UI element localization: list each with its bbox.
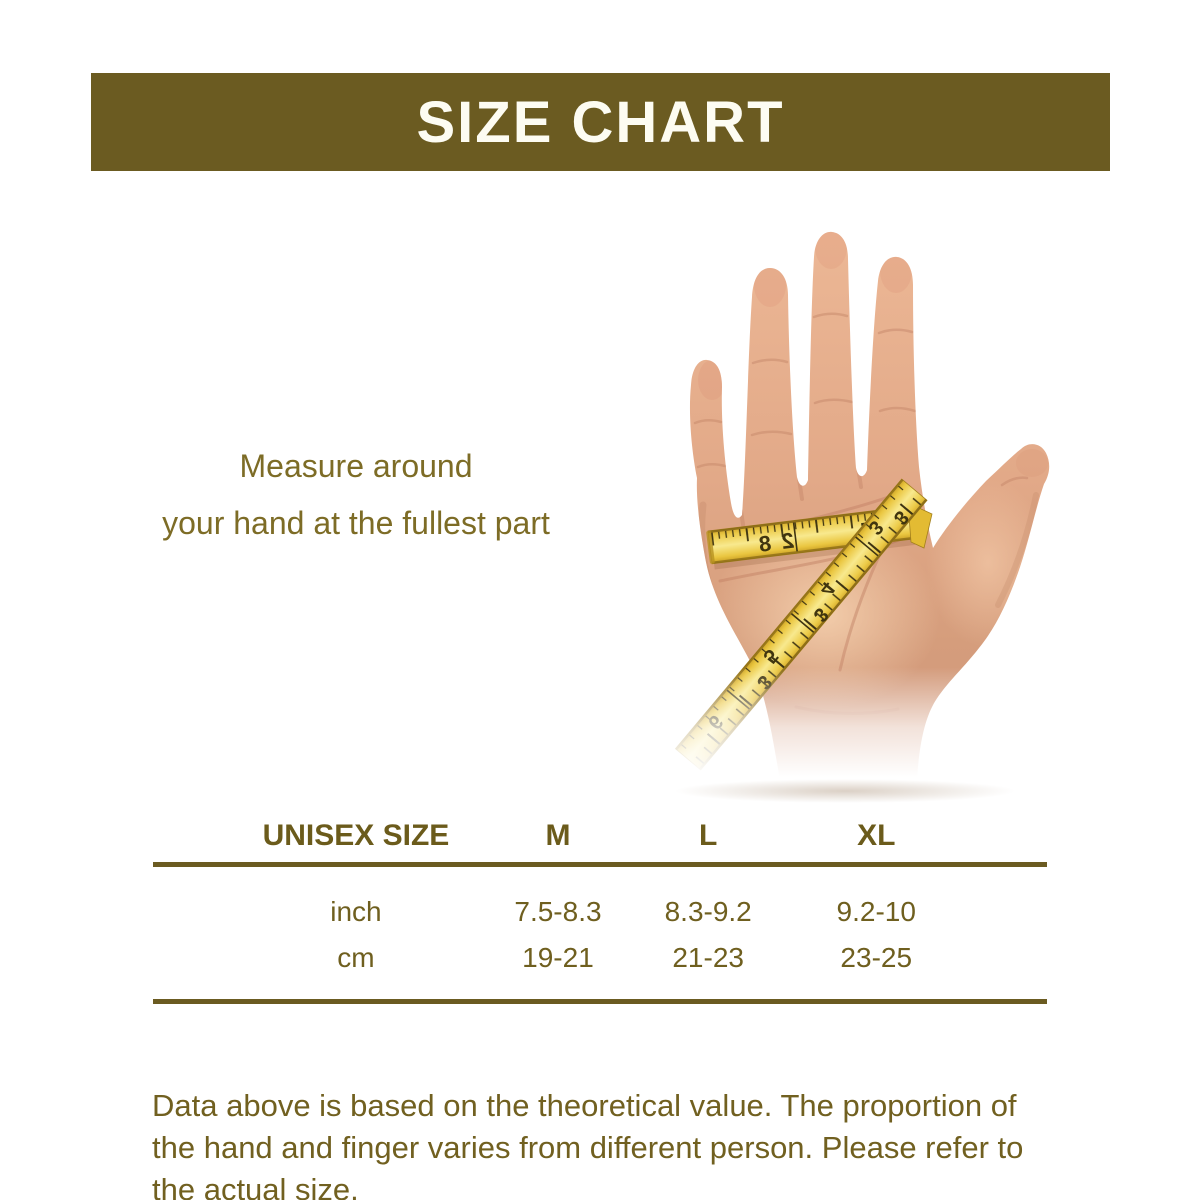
cell-cm-xl: 23-25 (840, 942, 913, 973)
instruction-line-1: Measure around (239, 448, 473, 484)
hand-with-tape-illustration: 8 2 7 2 3 3 4 3 5 3 6 (600, 231, 1100, 815)
tape-number: 8 (757, 530, 772, 556)
footnote-line-1: Data above is based on the theoretical v… (152, 1088, 1017, 1123)
cell-inch-xl: 9.2-10 (836, 896, 916, 927)
col-header-m: M (545, 819, 571, 852)
col-header-xl: XL (857, 819, 896, 852)
footnote: Data above is based on the theoretical v… (152, 1085, 1082, 1200)
drop-shadow (675, 779, 1015, 803)
measure-instruction: Measure around your hand at the fullest … (96, 438, 616, 552)
table-row-cm: cm 19-21 21-23 23-25 (153, 935, 1047, 981)
table-row-inch: inch 7.5-8.3 8.3-9.2 9.2-10 (153, 889, 1047, 935)
table-rule-top (153, 862, 1047, 867)
instruction-line-2: your hand at the fullest part (162, 505, 550, 541)
page-title: SIZE CHART (416, 89, 785, 155)
col-header-l: L (699, 819, 718, 852)
table-rule-bottom (153, 999, 1047, 1004)
cell-cm-l: 21-23 (672, 942, 744, 973)
cell-inch-m: 7.5-8.3 (514, 896, 602, 927)
row-label: inch (330, 896, 382, 927)
cell-inch-l: 8.3-9.2 (664, 896, 752, 927)
col-header-unisex-size: UNISEX SIZE (262, 819, 450, 852)
footnote-line-2: the hand and finger varies from differen… (152, 1130, 1024, 1165)
footnote-line-3: the actual size. (152, 1172, 359, 1200)
title-bar: SIZE CHART (91, 73, 1110, 171)
row-label: cm (337, 942, 375, 973)
cell-cm-m: 19-21 (522, 942, 594, 973)
size-table-header-row: UNISEX SIZE M L XL (153, 813, 1047, 859)
tape-number: 2 (780, 528, 795, 554)
